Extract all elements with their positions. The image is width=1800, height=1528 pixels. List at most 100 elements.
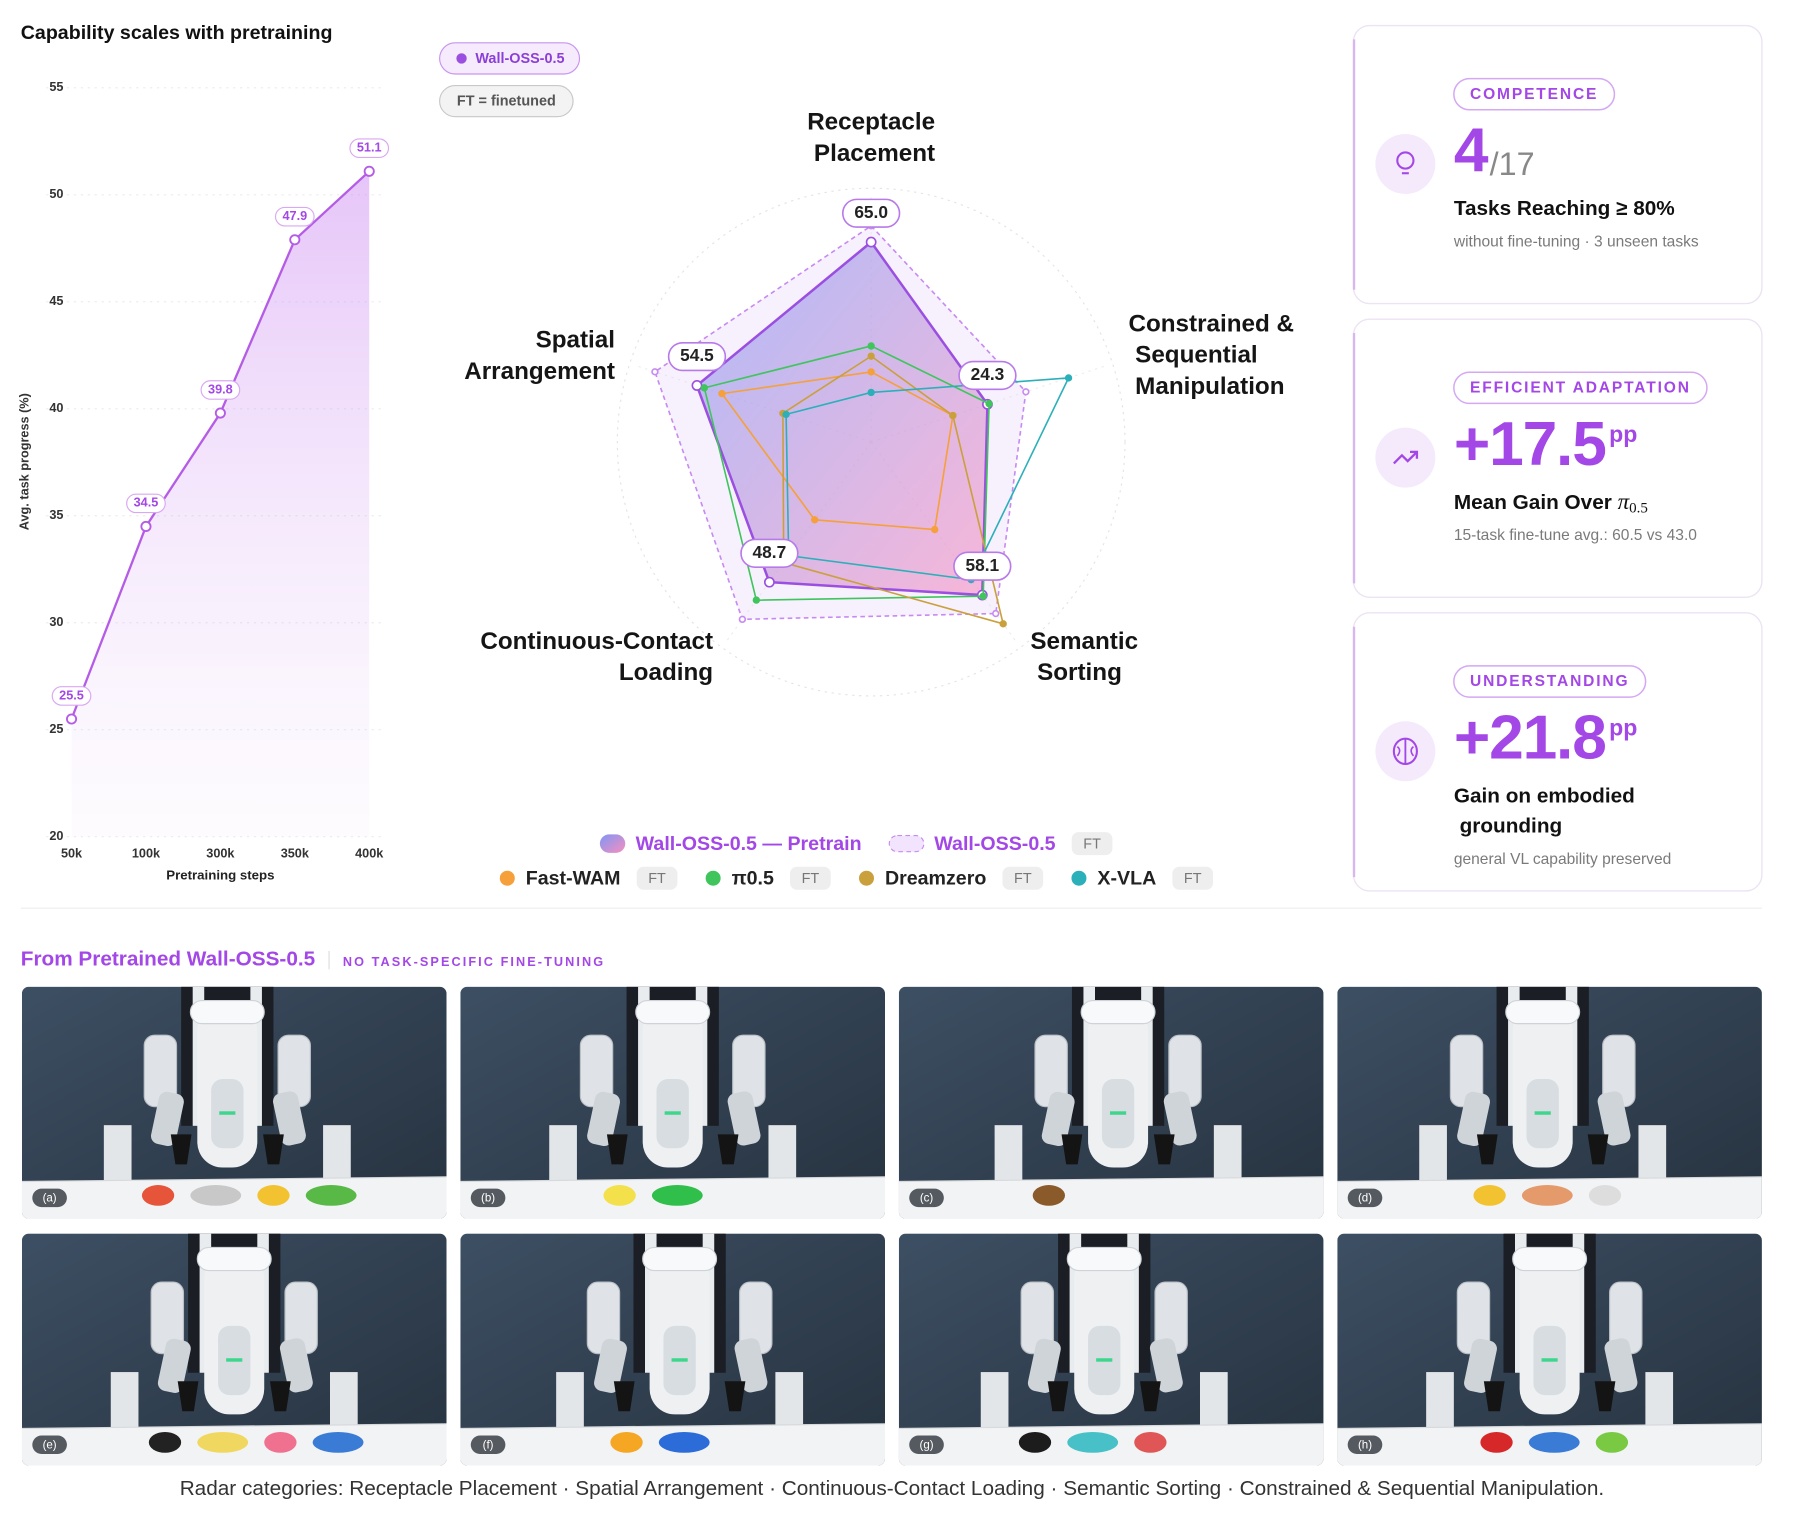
- legend-swatch: [599, 834, 626, 853]
- robot-gripper: [263, 1134, 284, 1165]
- value-label-bg: [349, 138, 390, 159]
- radar-point: [1064, 374, 1073, 382]
- radar-series: [782, 355, 1004, 625]
- panel-label: (e): [43, 1439, 57, 1451]
- robot-base: [1645, 1372, 1674, 1428]
- note-dot: [456, 53, 467, 64]
- robot-gripper: [170, 1134, 192, 1165]
- legend-item: π0.5 FT: [705, 866, 831, 890]
- radar-point: [867, 368, 875, 376]
- gallery-image: (g): [898, 1233, 1324, 1466]
- value-label: 54.5: [680, 345, 714, 365]
- point: [214, 407, 226, 419]
- gallery-image: (c): [898, 986, 1324, 1219]
- legend-badge-text: FT: [802, 871, 820, 887]
- legend-item: Wall-OSS-0.5 FT: [888, 832, 1113, 856]
- radar-category-label: Spatial Arrangement: [458, 327, 615, 385]
- robot-gripper: [1153, 1134, 1175, 1165]
- table-edge: [1337, 1423, 1762, 1430]
- area: [71, 171, 370, 837]
- card-heading: Gain on embodied grounding: [1454, 785, 1635, 838]
- y-tick-label: 25: [49, 722, 63, 736]
- radar-category-label: Continuous-Contact Loading: [480, 628, 713, 686]
- robot-gripper: [724, 1381, 746, 1412]
- table-object: [603, 1185, 636, 1206]
- y-tick-label: 50: [49, 187, 63, 201]
- x-tick-label: 350k: [281, 846, 310, 860]
- radar-point: [867, 352, 875, 360]
- robot-led: [671, 1358, 688, 1362]
- robot-forearm: [1597, 1091, 1631, 1146]
- icon-glyph: [1396, 151, 1415, 170]
- robot-gripper: [270, 1381, 291, 1412]
- robot-forearm: [273, 1091, 306, 1146]
- panel-label-bg: [909, 1188, 944, 1208]
- card-tag-pill: [1453, 371, 1708, 405]
- radar-point: [865, 236, 877, 248]
- legend-badge-text: FT: [1083, 837, 1101, 853]
- legend-swatch: [1071, 870, 1087, 886]
- value-label-bg: [740, 538, 799, 568]
- gallery-image: (a): [21, 986, 447, 1219]
- stat-card: EFFICIENT ADAPTATION +17.5 pp Mean Gain Ove…: [1352, 318, 1763, 598]
- y-tick-label: 40: [49, 401, 63, 415]
- value-label-bg: [667, 341, 727, 372]
- robot-forearm: [1163, 1091, 1197, 1146]
- table-object: [141, 1185, 175, 1206]
- robot-base: [549, 1125, 577, 1181]
- gallery-image: (e): [21, 1233, 447, 1466]
- robot-led: [219, 1111, 236, 1115]
- value-label: 51.1: [357, 141, 382, 155]
- legend-swatch: [499, 870, 515, 886]
- table-edge: [898, 1176, 1324, 1183]
- card-value-suffix: /17: [1490, 146, 1535, 182]
- robot-forearm: [587, 1091, 621, 1147]
- legend-label: Dreamzero: [885, 868, 986, 890]
- robot-gripper: [606, 1134, 628, 1165]
- radar-category-label: Receptacle Placement: [807, 109, 935, 167]
- radar-series: [703, 345, 990, 601]
- legend-swatch: [888, 834, 925, 853]
- stat-card: UNDERSTANDING +21.8 pp Gain on embodied gro…: [1352, 612, 1763, 892]
- panel-label-bg: [32, 1435, 67, 1454]
- point: [140, 520, 152, 532]
- card-heading: Tasks Reaching ≥ 80%: [1454, 198, 1675, 221]
- table-edge: [898, 1423, 1324, 1430]
- robot-gripper: [1047, 1381, 1069, 1412]
- x-tick-label: 50k: [61, 846, 83, 860]
- legend-badge: [1002, 866, 1044, 890]
- robot-base: [110, 1372, 139, 1428]
- gallery-image: (b): [460, 986, 885, 1219]
- robot-led: [1534, 1111, 1551, 1115]
- robot-forearm: [594, 1338, 627, 1393]
- legend-badge-text: FT: [648, 871, 666, 887]
- value-label-bg: [274, 206, 315, 227]
- table: [898, 1176, 1324, 1219]
- legend-badge-text: FT: [1014, 871, 1032, 887]
- x-tick-label: 400k: [355, 846, 384, 860]
- panel-label-bg: [1347, 1435, 1383, 1454]
- robot-gripper: [613, 1381, 635, 1412]
- value-label: 34.5: [134, 496, 159, 510]
- table-object: [651, 1185, 703, 1206]
- robot-base: [323, 1125, 351, 1181]
- card-heading-symbol: π: [1618, 488, 1631, 514]
- table-edge: [460, 1423, 885, 1430]
- gallery-tag: NO TASK-SPECIFIC FINE-TUNING: [343, 955, 605, 969]
- robot-base: [1419, 1125, 1447, 1181]
- robot-led: [1110, 1111, 1127, 1115]
- value-label-bg: [51, 686, 92, 706]
- y-axis-label: Avg. task progress (%): [18, 393, 32, 530]
- table-object: [257, 1185, 290, 1206]
- robot-forearm: [279, 1338, 313, 1393]
- value-label: 48.7: [753, 542, 787, 562]
- robot-gripper: [717, 1134, 739, 1165]
- table-object: [1595, 1431, 1629, 1453]
- point: [289, 234, 301, 246]
- radar-point: [718, 389, 726, 398]
- value-label: 25.5: [59, 688, 84, 702]
- table-object: [1480, 1431, 1513, 1453]
- table-object: [190, 1185, 242, 1206]
- card-heading: Mean Gain Over π0.5: [1454, 488, 1648, 517]
- table-edge: [460, 1176, 885, 1183]
